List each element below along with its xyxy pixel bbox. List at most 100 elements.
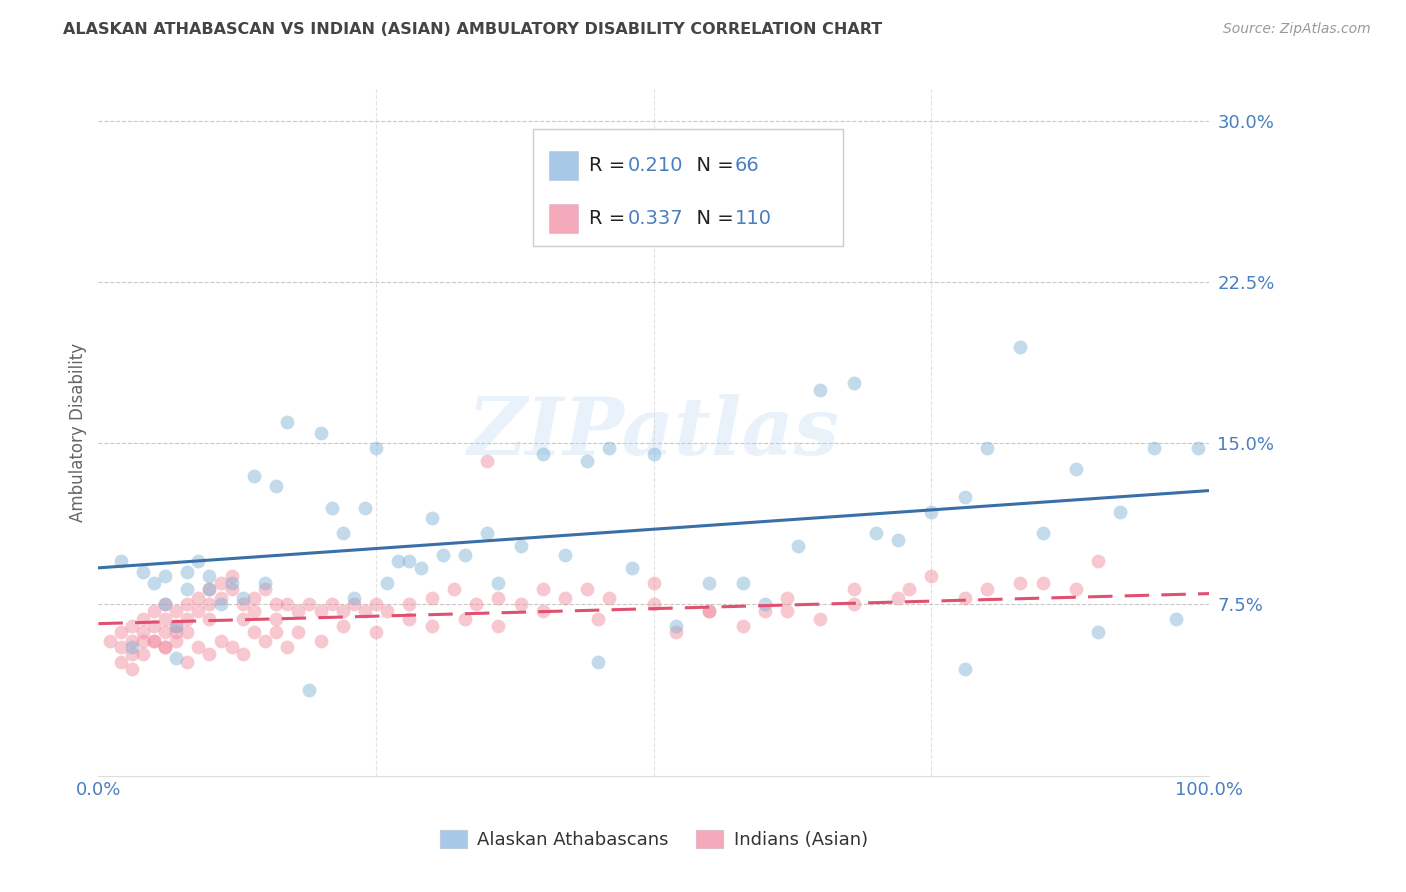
Point	[366, 625, 388, 640]
Point	[121, 640, 143, 655]
Point	[243, 625, 266, 640]
Point	[531, 604, 554, 618]
Point	[842, 582, 865, 597]
Point	[110, 655, 132, 669]
Point	[643, 575, 665, 590]
Point	[165, 625, 187, 640]
Point	[143, 633, 166, 648]
Point	[865, 526, 887, 541]
Point	[176, 612, 198, 626]
Point	[921, 569, 943, 583]
Point	[309, 604, 332, 618]
Point	[787, 540, 810, 554]
Point	[187, 591, 209, 605]
Point	[731, 575, 754, 590]
Point	[754, 604, 776, 618]
Point	[776, 183, 799, 197]
Point	[953, 490, 976, 504]
Point	[243, 591, 266, 605]
Point	[921, 505, 943, 519]
Point	[1109, 505, 1132, 519]
Point	[143, 575, 166, 590]
Point	[309, 425, 332, 440]
Point	[1143, 441, 1166, 455]
Point	[443, 582, 465, 597]
Point	[253, 582, 276, 597]
Point	[486, 575, 509, 590]
Point	[253, 575, 276, 590]
Point	[165, 633, 187, 648]
Point	[176, 582, 198, 597]
Point	[198, 612, 221, 626]
Point	[232, 591, 254, 605]
Point	[699, 604, 721, 618]
Point	[176, 565, 198, 579]
Point	[1187, 441, 1209, 455]
Text: 0.210: 0.210	[628, 156, 683, 175]
Point	[153, 625, 176, 640]
Point	[209, 575, 232, 590]
Point	[309, 633, 332, 648]
Point	[198, 598, 221, 612]
Point	[110, 640, 132, 655]
Point	[332, 604, 354, 618]
Point	[754, 598, 776, 612]
Point	[366, 441, 388, 455]
Point	[264, 598, 287, 612]
Point	[121, 633, 143, 648]
Point	[298, 683, 321, 698]
Point	[398, 612, 420, 626]
Point	[409, 561, 432, 575]
Point	[187, 604, 209, 618]
Point	[898, 582, 921, 597]
Point	[486, 591, 509, 605]
Point	[810, 612, 832, 626]
Point	[264, 479, 287, 493]
Point	[198, 582, 221, 597]
Point	[810, 383, 832, 397]
Point	[486, 619, 509, 633]
Point	[643, 598, 665, 612]
Point	[1010, 575, 1032, 590]
Point	[420, 591, 443, 605]
Point	[598, 441, 620, 455]
Point	[454, 548, 477, 562]
Legend: Alaskan Athabascans, Indians (Asian): Alaskan Athabascans, Indians (Asian)	[432, 822, 876, 856]
Point	[165, 619, 187, 633]
Point	[321, 598, 343, 612]
Point	[531, 447, 554, 461]
Point	[420, 619, 443, 633]
Point	[1164, 612, 1187, 626]
Point	[842, 376, 865, 391]
Point	[232, 612, 254, 626]
Point	[165, 651, 187, 665]
Text: ALASKAN ATHABASCAN VS INDIAN (ASIAN) AMBULATORY DISABILITY CORRELATION CHART: ALASKAN ATHABASCAN VS INDIAN (ASIAN) AMB…	[63, 22, 883, 37]
Point	[221, 582, 243, 597]
Point	[887, 533, 910, 547]
Point	[121, 619, 143, 633]
Point	[198, 647, 221, 661]
Text: 66: 66	[735, 156, 759, 175]
Point	[1032, 526, 1054, 541]
Point	[576, 582, 599, 597]
Point	[665, 625, 688, 640]
Text: Source: ZipAtlas.com: Source: ZipAtlas.com	[1223, 22, 1371, 37]
Point	[387, 554, 409, 568]
Point	[110, 625, 132, 640]
Point	[976, 441, 998, 455]
Point	[475, 453, 498, 467]
Point	[398, 598, 420, 612]
Point	[221, 569, 243, 583]
Point	[143, 604, 166, 618]
Point	[699, 575, 721, 590]
Point	[366, 598, 388, 612]
Point	[842, 598, 865, 612]
Point	[465, 598, 488, 612]
Point	[98, 633, 121, 648]
Point	[264, 625, 287, 640]
Point	[588, 655, 610, 669]
Text: R =: R =	[589, 156, 631, 175]
Point	[209, 598, 232, 612]
Point	[287, 604, 309, 618]
Point	[209, 633, 232, 648]
